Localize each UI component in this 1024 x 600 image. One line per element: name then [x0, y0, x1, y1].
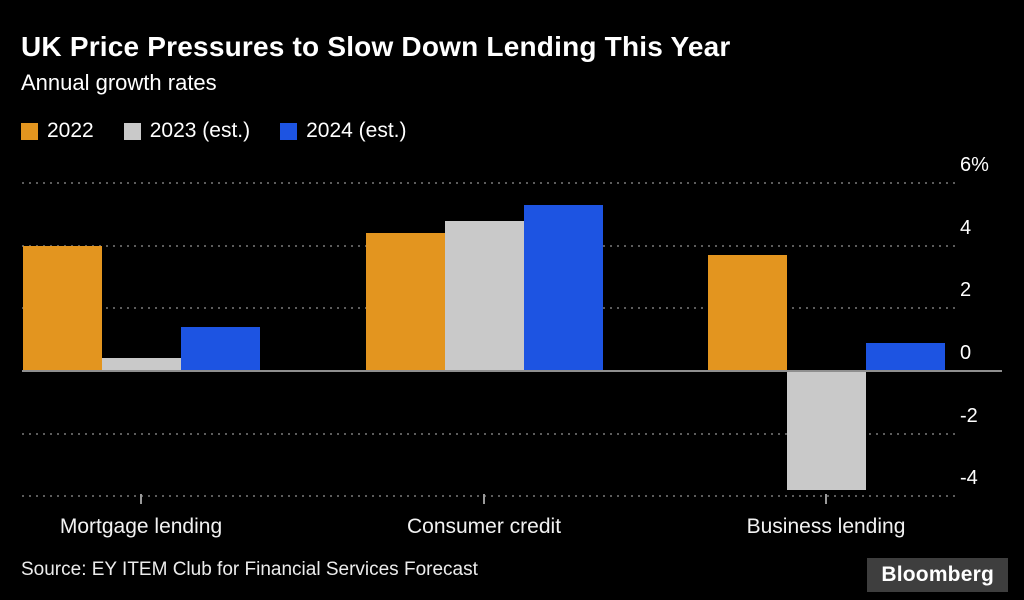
y-axis-label-0: 0: [960, 342, 972, 364]
y-axis-label--4: -4: [960, 467, 978, 490]
legend-swatch-2024: [280, 122, 298, 140]
legend-label: 2024 (est.): [306, 119, 407, 142]
bloomberg-logo: Bloomberg: [867, 558, 1008, 592]
y-gridline--2: [22, 432, 955, 435]
y-gridline--4: [22, 495, 955, 498]
chart-subtitle: Annual growth rates: [21, 70, 217, 95]
bar-consumer-credit-2023: [444, 220, 524, 371]
legend-label: 2023 (est.): [149, 119, 251, 142]
bar-mortgage-lending-2022: [22, 245, 102, 371]
bar-business-lending-2024: [865, 342, 945, 371]
y-axis-label-4: 4: [960, 216, 972, 239]
x-tick-mark: [825, 494, 827, 504]
y-axis-label--2: -2: [960, 404, 978, 427]
bar-business-lending-2022: [707, 255, 787, 371]
legend-label: 2022: [47, 119, 94, 142]
x-tick-mark: [140, 494, 142, 504]
y-axis-label-2: 2: [960, 279, 972, 302]
bar-business-lending-2023: [786, 371, 866, 491]
x-category-label: Business lending: [746, 515, 906, 538]
legend-item-2024: 2024 (est.): [280, 119, 407, 143]
x-category-label: Consumer credit: [406, 515, 562, 538]
bar-consumer-credit-2022: [365, 233, 445, 371]
legend-swatch-2022: [21, 122, 38, 140]
legend: 2022 2023 (est.) 2024 (est.): [21, 119, 407, 143]
y-axis-label-6%: 6%: [960, 154, 989, 177]
zero-baseline: [22, 370, 1002, 372]
y-gridline-6%: [22, 182, 955, 185]
bar-consumer-credit-2024: [523, 204, 603, 371]
legend-item-2023: 2023 (est.): [123, 119, 251, 143]
legend-swatch-2023: [123, 122, 141, 140]
bar-mortgage-lending-2023: [101, 358, 181, 371]
x-category-label: Mortgage lending: [59, 515, 223, 538]
bar-mortgage-lending-2024: [180, 327, 260, 371]
x-tick-mark: [483, 494, 485, 504]
legend-item-2022: 2022: [21, 119, 94, 143]
chart-title: UK Price Pressures to Slow Down Lending …: [21, 31, 731, 62]
source-note: Source: EY ITEM Club for Financial Servi…: [21, 559, 478, 580]
